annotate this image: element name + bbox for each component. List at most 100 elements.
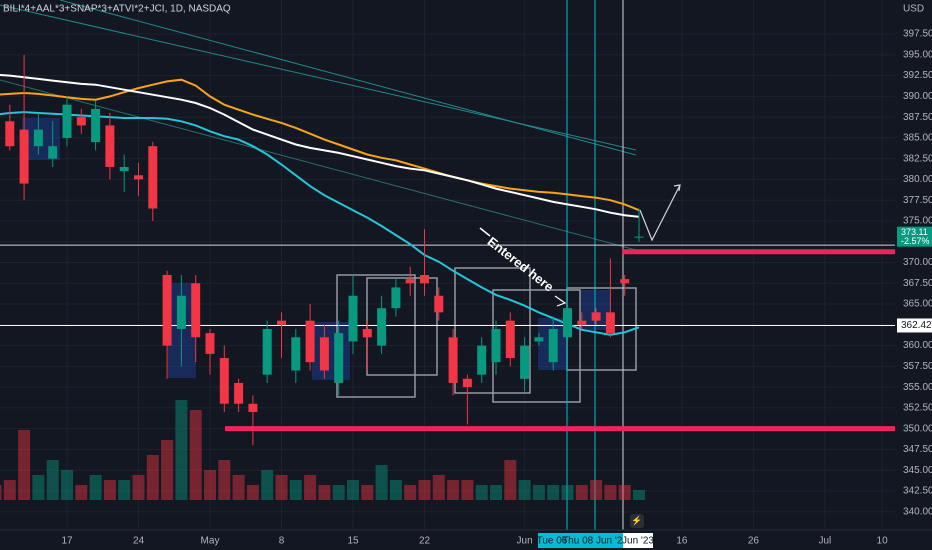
volume-bar bbox=[275, 475, 288, 500]
volume-bar bbox=[490, 485, 502, 500]
trend-line bbox=[59, 0, 637, 156]
volume-bar bbox=[475, 485, 488, 500]
candle-body bbox=[19, 129, 29, 184]
candle-body bbox=[505, 320, 515, 359]
volume-bar bbox=[447, 480, 460, 500]
y-tick-label: 342.50 bbox=[903, 486, 932, 497]
candle-body bbox=[219, 358, 229, 404]
moving-average bbox=[0, 78, 640, 212]
candle-body bbox=[162, 274, 172, 346]
y-tick-label: 392.50 bbox=[903, 70, 932, 81]
date-label: Tue 06 bbox=[537, 536, 568, 547]
y-tick-label: 360.00 bbox=[903, 340, 932, 351]
candle-body bbox=[48, 146, 58, 159]
volume-bar bbox=[389, 480, 402, 500]
line-price: 362.42 bbox=[901, 320, 932, 331]
volume-bar bbox=[3, 480, 16, 500]
volume-bar bbox=[0, 485, 2, 500]
x-tick-label: 22 bbox=[419, 536, 431, 547]
candle-body bbox=[391, 287, 401, 309]
candle-body bbox=[334, 333, 344, 383]
volume-bar bbox=[504, 460, 517, 500]
candle-body bbox=[262, 328, 272, 375]
candle-body bbox=[191, 283, 201, 338]
volume-bar bbox=[189, 410, 202, 500]
candle-body bbox=[205, 333, 215, 354]
volume-bar bbox=[561, 485, 574, 500]
y-tick-label: 350.00 bbox=[903, 423, 932, 434]
volume-bar bbox=[218, 460, 231, 500]
volume-bar bbox=[261, 470, 274, 500]
candle-body bbox=[634, 236, 644, 238]
candle-body bbox=[448, 337, 458, 383]
candle-body bbox=[563, 308, 572, 338]
last-price: 373.11 bbox=[901, 227, 928, 237]
volume-bar bbox=[18, 430, 31, 500]
candle-body bbox=[277, 320, 286, 325]
y-tick-label: 345.00 bbox=[903, 465, 932, 476]
volume-bar bbox=[103, 480, 116, 500]
line-price-badge bbox=[897, 318, 932, 333]
candle-body bbox=[5, 121, 15, 147]
candle-body bbox=[148, 146, 158, 209]
x-tick-label: 26 bbox=[748, 536, 760, 547]
price-change: -2.57% bbox=[901, 236, 930, 246]
candle-body bbox=[119, 166, 129, 172]
drawings: ⚡ bbox=[0, 0, 681, 530]
volume-bar bbox=[161, 440, 174, 500]
candle-body bbox=[176, 295, 186, 329]
x-tick-label: 10 bbox=[877, 536, 889, 547]
chart-title: BILI*4+AAL*3+SNAP*3+ATVI*2+JCI, 1D, NASD… bbox=[3, 4, 231, 15]
volume-bar bbox=[361, 485, 374, 500]
volume-bar bbox=[46, 460, 59, 500]
date-badge bbox=[538, 533, 567, 548]
candle-body bbox=[534, 337, 544, 342]
volume-bar bbox=[432, 475, 445, 500]
candle-body bbox=[377, 308, 387, 346]
moving-average bbox=[0, 74, 640, 218]
volume-bar bbox=[304, 475, 317, 500]
candle-body bbox=[420, 274, 429, 284]
arrow-head bbox=[554, 295, 567, 307]
y-tick-label: 357.50 bbox=[903, 361, 932, 372]
candle-body bbox=[234, 382, 244, 404]
x-tick-label: Jul bbox=[819, 536, 832, 547]
volume-bar bbox=[375, 465, 388, 500]
y-tick-label: 352.50 bbox=[903, 403, 932, 414]
x-tick-label: Jun bbox=[517, 536, 533, 547]
y-tick-label: 380.00 bbox=[903, 174, 932, 185]
y-tick-label: 397.50 bbox=[903, 29, 932, 40]
x-tick-label: 24 bbox=[133, 536, 145, 547]
y-tick-label: 365.00 bbox=[903, 299, 932, 310]
candle-body bbox=[91, 108, 101, 143]
y-tick-label: 367.50 bbox=[903, 278, 932, 289]
volume-bar bbox=[575, 485, 588, 500]
date-badge bbox=[567, 533, 623, 548]
candle-body bbox=[348, 295, 358, 342]
candle-body bbox=[548, 328, 558, 363]
candle-body bbox=[620, 279, 630, 284]
x-tick-label: 8 bbox=[279, 536, 285, 547]
volume-bar bbox=[618, 485, 631, 500]
candle-body bbox=[319, 337, 329, 371]
trend-line bbox=[0, 79, 637, 251]
price-axis bbox=[895, 0, 932, 550]
volume-bar bbox=[604, 485, 617, 500]
candle-body bbox=[362, 328, 372, 338]
trend-line bbox=[0, 4, 637, 151]
icon[interactable] bbox=[630, 514, 644, 528]
moving-average bbox=[0, 111, 640, 336]
x-tick-label: 17 bbox=[61, 536, 73, 547]
candle-body bbox=[134, 175, 143, 180]
candle-body bbox=[462, 378, 472, 388]
y-tick-label: 382.50 bbox=[903, 153, 932, 164]
candle-body bbox=[577, 320, 587, 325]
date-highlights: Tue 06 Thu 08 Jun '23 Jun '23 bbox=[537, 533, 654, 548]
y-tick-label: 385.00 bbox=[903, 133, 932, 144]
candle-body bbox=[405, 279, 415, 284]
y-tick-label: 340.00 bbox=[903, 506, 932, 517]
annotation: Entered here bbox=[485, 234, 557, 295]
y-tick-label: 395.00 bbox=[903, 49, 932, 60]
x-tick-label: May bbox=[201, 536, 220, 547]
